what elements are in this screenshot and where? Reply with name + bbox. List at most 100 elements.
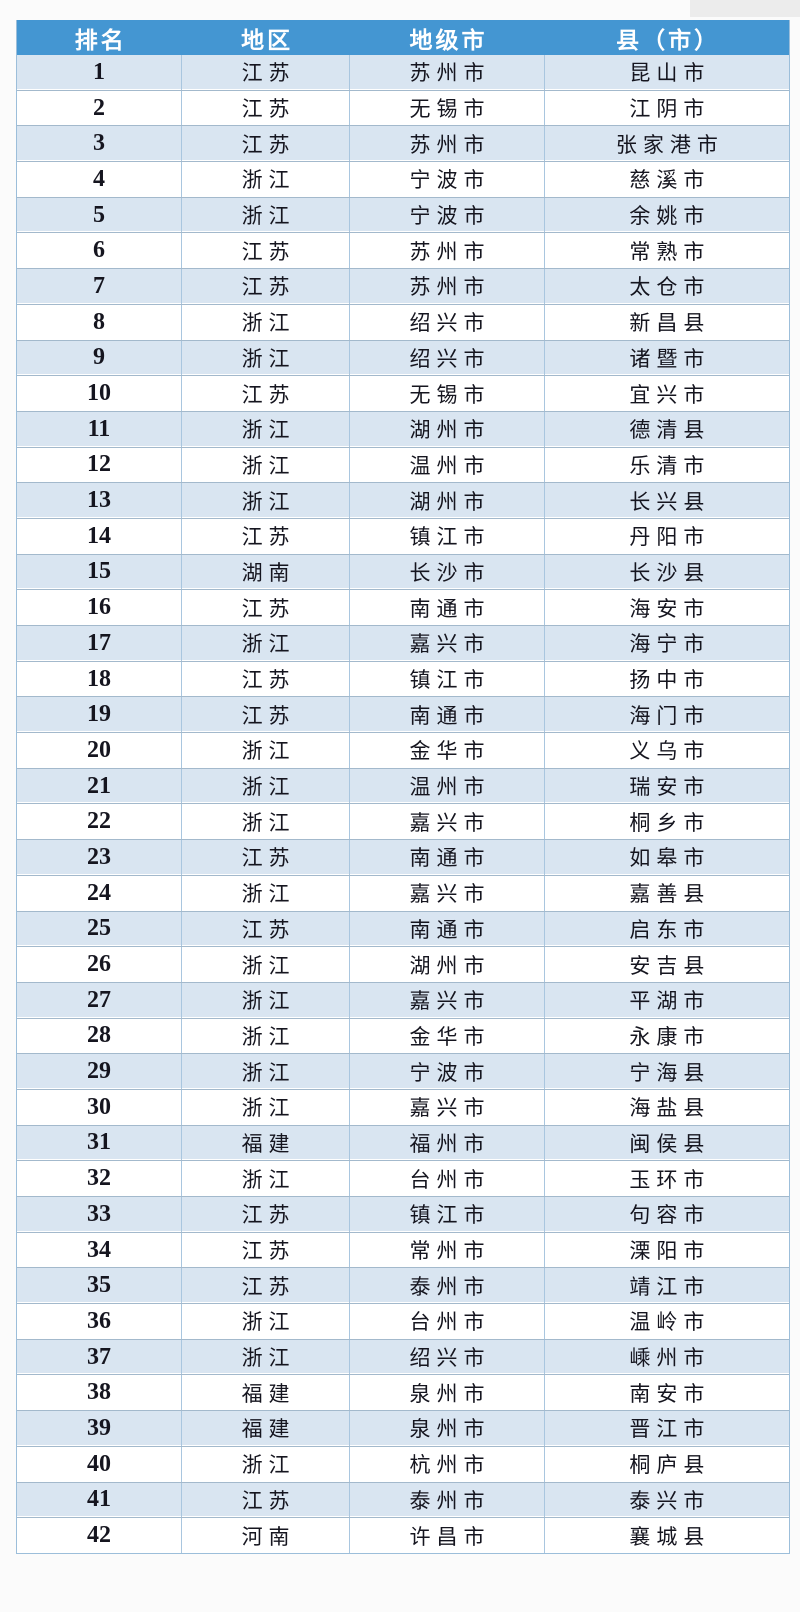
city-cell: 南通市 — [349, 839, 545, 876]
province-cell: 福建 — [181, 1125, 351, 1162]
data-table: 排名 地区 地级市 县（市） 1 江苏 苏州市 昆山市 2 江苏 无锡市 江阴市 3 江苏 苏州市张… — [17, 20, 789, 1553]
rank-cell: 32 — [17, 1160, 182, 1197]
province-cell: 浙江 — [181, 411, 351, 448]
rank-cell: 34 — [17, 1232, 182, 1269]
table-row: 31 福建 福州市 闽侯县 — [17, 1125, 789, 1162]
city-cell: 台州市 — [349, 1303, 545, 1340]
rank-cell: 17 — [17, 625, 182, 662]
table-row: 2 江苏 无锡市 江阴市 — [17, 90, 789, 127]
province-cell: 江苏 — [181, 90, 351, 127]
rank-cell: 42 — [17, 1517, 182, 1553]
county-cell: 启东市 — [544, 911, 789, 948]
header-row: 排名 地区 地级市 县（市） — [17, 20, 789, 55]
city-cell: 许昌市 — [349, 1517, 545, 1553]
province-cell: 浙江 — [181, 732, 351, 769]
table-row: 18 江苏 镇江市 扬中市 — [17, 661, 789, 698]
rank-cell: 29 — [17, 1053, 182, 1090]
city-cell: 台州市 — [349, 1160, 545, 1197]
rank-cell: 26 — [17, 946, 182, 983]
county-cell: 江阴市 — [544, 90, 789, 127]
city-cell: 南通市 — [349, 911, 545, 948]
province-cell: 江苏 — [181, 589, 351, 626]
county-cell: 扬中市 — [544, 661, 789, 698]
rank-cell: 10 — [17, 375, 182, 412]
city-cell: 嘉兴市 — [349, 625, 545, 662]
county-cell: 泰兴市 — [544, 1482, 789, 1519]
county-cell: 丹阳市 — [544, 518, 789, 555]
province-cell: 浙江 — [181, 197, 351, 234]
city-cell: 温州市 — [349, 768, 545, 805]
rank-cell: 25 — [17, 911, 182, 948]
province-cell: 浙江 — [181, 1089, 351, 1126]
city-cell: 镇江市 — [349, 518, 545, 555]
city-cell: 泰州市 — [349, 1267, 545, 1305]
county-cell: 溧阳市 — [544, 1232, 789, 1269]
city-cell: 湖州市 — [349, 411, 545, 448]
table-row: 27 浙江 嘉兴市 平湖市 — [17, 982, 789, 1019]
table-row: 28 浙江 金华市 永康市 — [17, 1018, 789, 1055]
city-cell: 杭州市 — [349, 1446, 545, 1483]
table-row: 25 江苏 南通市 启东市 — [17, 911, 789, 948]
table-row: 16 江苏 南通市 海安市 — [17, 589, 789, 626]
table-row: 24 浙江 嘉兴市 嘉善县 — [17, 875, 789, 912]
city-cell: 无锡市 — [349, 90, 545, 127]
rank-cell: 3 — [17, 125, 182, 163]
province-cell: 河南 — [181, 1517, 351, 1553]
city-cell: 镇江市 — [349, 1196, 545, 1233]
city-cell: 嘉兴市 — [349, 982, 545, 1019]
rank-cell: 14 — [17, 518, 182, 555]
rank-cell: 36 — [17, 1303, 182, 1340]
table-row: 14 江苏 镇江市 丹阳市 — [17, 518, 789, 555]
rank-cell: 21 — [17, 768, 182, 805]
rank-cell: 40 — [17, 1446, 182, 1483]
table-row: 35 江苏 泰州市 靖江市 — [17, 1267, 789, 1305]
city-cell: 金华市 — [349, 732, 545, 769]
county-cell: 句容市 — [544, 1196, 789, 1233]
province-cell: 浙江 — [181, 340, 351, 377]
province-cell: 浙江 — [181, 803, 351, 841]
city-cell: 金华市 — [349, 1018, 545, 1055]
province-cell: 江苏 — [181, 55, 351, 91]
table-row: 4 浙江 宁波市 慈溪市 — [17, 161, 789, 198]
county-cell: 嘉善县 — [544, 875, 789, 912]
rank-cell: 1 — [17, 55, 182, 91]
rank-cell: 18 — [17, 661, 182, 698]
table-row: 8 浙江 绍兴市 新昌县 — [17, 304, 789, 341]
province-cell: 江苏 — [181, 1482, 351, 1519]
county-cell: 义乌市 — [544, 732, 789, 769]
table-row: 29 浙江 宁波市 宁海县 — [17, 1053, 789, 1090]
province-cell: 江苏 — [181, 125, 351, 163]
county-cell: 桐庐县 — [544, 1446, 789, 1483]
table-body: 1 江苏 苏州市 昆山市 2 江苏 无锡市 江阴市 3 江苏 苏州市 张家港市 4 浙江 宁波市 慈溪市 5 浙江… — [17, 55, 789, 1553]
province-cell: 浙江 — [181, 161, 351, 198]
province-cell: 江苏 — [181, 661, 351, 698]
table-row: 21 浙江 温州市 瑞安市 — [17, 768, 789, 805]
province-cell: 江苏 — [181, 1196, 351, 1233]
table-row: 11 浙江 湖州市 德清县 — [17, 411, 789, 448]
county-cell: 温岭市 — [544, 1303, 789, 1340]
county-cell: 海盐县 — [544, 1089, 789, 1126]
county-cell: 南安市 — [544, 1374, 789, 1412]
province-cell: 江苏 — [181, 911, 351, 948]
city-cell: 苏州市 — [349, 55, 545, 91]
province-cell: 江苏 — [181, 1232, 351, 1269]
province-cell: 浙江 — [181, 482, 351, 519]
city-cell: 南通市 — [349, 589, 545, 626]
city-cell: 嘉兴市 — [349, 1089, 545, 1126]
county-cell: 海宁市 — [544, 625, 789, 662]
county-cell: 海门市 — [544, 696, 789, 734]
city-cell: 无锡市 — [349, 375, 545, 412]
county-cell: 长兴县 — [544, 482, 789, 519]
city-cell: 绍兴市 — [349, 340, 545, 377]
county-cell: 襄城县 — [544, 1518, 789, 1553]
rank-cell: 8 — [17, 304, 182, 341]
county-cell: 安吉县 — [544, 946, 789, 983]
table-row: 36 浙江 台州市 温岭市 — [17, 1303, 789, 1340]
province-cell: 江苏 — [181, 518, 351, 555]
table-row: 5 浙江 宁波市 余姚市 — [17, 197, 789, 234]
rank-cell: 19 — [17, 696, 182, 734]
city-cell: 南通市 — [349, 696, 545, 734]
county-cell: 晋江市 — [544, 1410, 789, 1447]
table-row: 15 湖南 长沙市 长沙县 — [17, 554, 789, 591]
rank-cell: 13 — [17, 482, 182, 519]
